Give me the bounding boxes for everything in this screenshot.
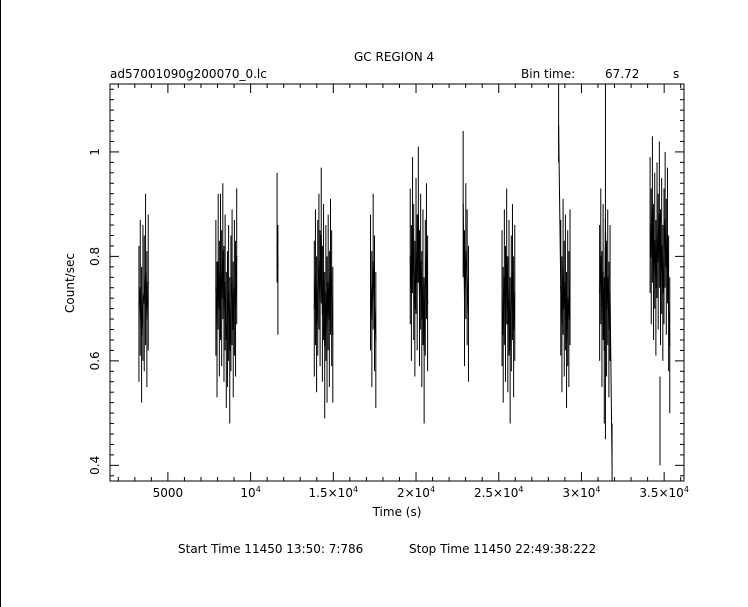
y-tick-label: 1 <box>88 148 102 156</box>
series-segment <box>604 219 608 309</box>
y-tick-labels: 0.4 0.6 0.8 1 <box>88 148 102 475</box>
series-segment <box>417 214 420 299</box>
bin-time-value: 67.72 <box>605 67 640 81</box>
series-segment <box>145 272 148 320</box>
series-segment <box>568 277 571 320</box>
y-tick-label: 0.8 <box>88 247 102 266</box>
series-segment <box>423 287 426 351</box>
plot-frame <box>109 83 685 482</box>
stop-time: Stop Time 11450 22:49:38:222 <box>409 542 597 556</box>
series-segment <box>662 256 665 293</box>
series-segment <box>466 277 469 314</box>
series-segment <box>558 125 562 288</box>
series-segment <box>372 261 376 304</box>
y-tick-label: 0.4 <box>88 456 102 475</box>
series-segment <box>328 266 332 320</box>
series-segment <box>276 245 279 267</box>
series-segment <box>562 266 565 309</box>
page-left-border <box>0 0 1 607</box>
series-segment <box>330 266 333 299</box>
series-segment <box>374 303 377 340</box>
series-segment <box>320 235 323 314</box>
series-segment <box>465 251 468 278</box>
series-segment <box>609 292 613 466</box>
series-segment <box>509 303 512 351</box>
series-segment <box>222 251 225 314</box>
minor-ticks <box>110 84 684 481</box>
series-segment <box>414 245 417 309</box>
x-tick-label: 5000 <box>153 486 184 500</box>
series-segment <box>371 261 374 320</box>
y-axis-label: Count/sec <box>63 253 77 313</box>
series-segment <box>566 298 569 340</box>
x-tick-label: 1.5×104 <box>309 485 359 500</box>
series-segment <box>462 204 465 299</box>
series-segment <box>651 209 655 273</box>
series-segment <box>235 256 238 309</box>
x-tick-label: 3×104 <box>562 485 600 500</box>
start-time: Start Time 11450 13:50: 7:786 <box>178 542 364 556</box>
series-segment <box>658 214 662 278</box>
x-tick-label: 3.5×104 <box>639 485 689 500</box>
series-segment <box>655 230 658 288</box>
x-tick-label: 2.5×104 <box>474 485 524 500</box>
series-segment <box>666 235 670 304</box>
x-tick-label: 104 <box>240 485 260 500</box>
plot-title: GC REGION 4 <box>354 50 435 64</box>
x-tick-label: 2×104 <box>397 485 435 500</box>
series-segment <box>232 287 235 330</box>
series-segment <box>225 319 228 340</box>
file-label: ad57001090g200070_0.lc <box>110 67 267 81</box>
count-rate-series <box>138 84 671 481</box>
series-segment <box>224 282 227 340</box>
y-tick-label: 0.6 <box>88 351 102 370</box>
series-segment <box>146 282 149 320</box>
series-segment <box>513 292 516 330</box>
series-segment <box>229 303 232 351</box>
series-segment <box>316 287 319 325</box>
series-segment <box>668 303 671 346</box>
x-tick-labels: 5000 104 1.5×104 2×104 2.5×104 3×104 3.5×104 <box>153 485 689 500</box>
bin-time-unit: s <box>673 67 680 81</box>
series-segment <box>506 256 509 325</box>
series-segment <box>412 225 415 273</box>
series-segment <box>425 251 429 304</box>
series-segment <box>141 292 144 335</box>
x-axis-label: Time (s) <box>372 505 422 519</box>
series-segment <box>463 251 467 299</box>
series-segment <box>331 298 334 335</box>
bin-time-label: Bin time: <box>521 67 576 81</box>
major-ticks <box>110 84 684 481</box>
